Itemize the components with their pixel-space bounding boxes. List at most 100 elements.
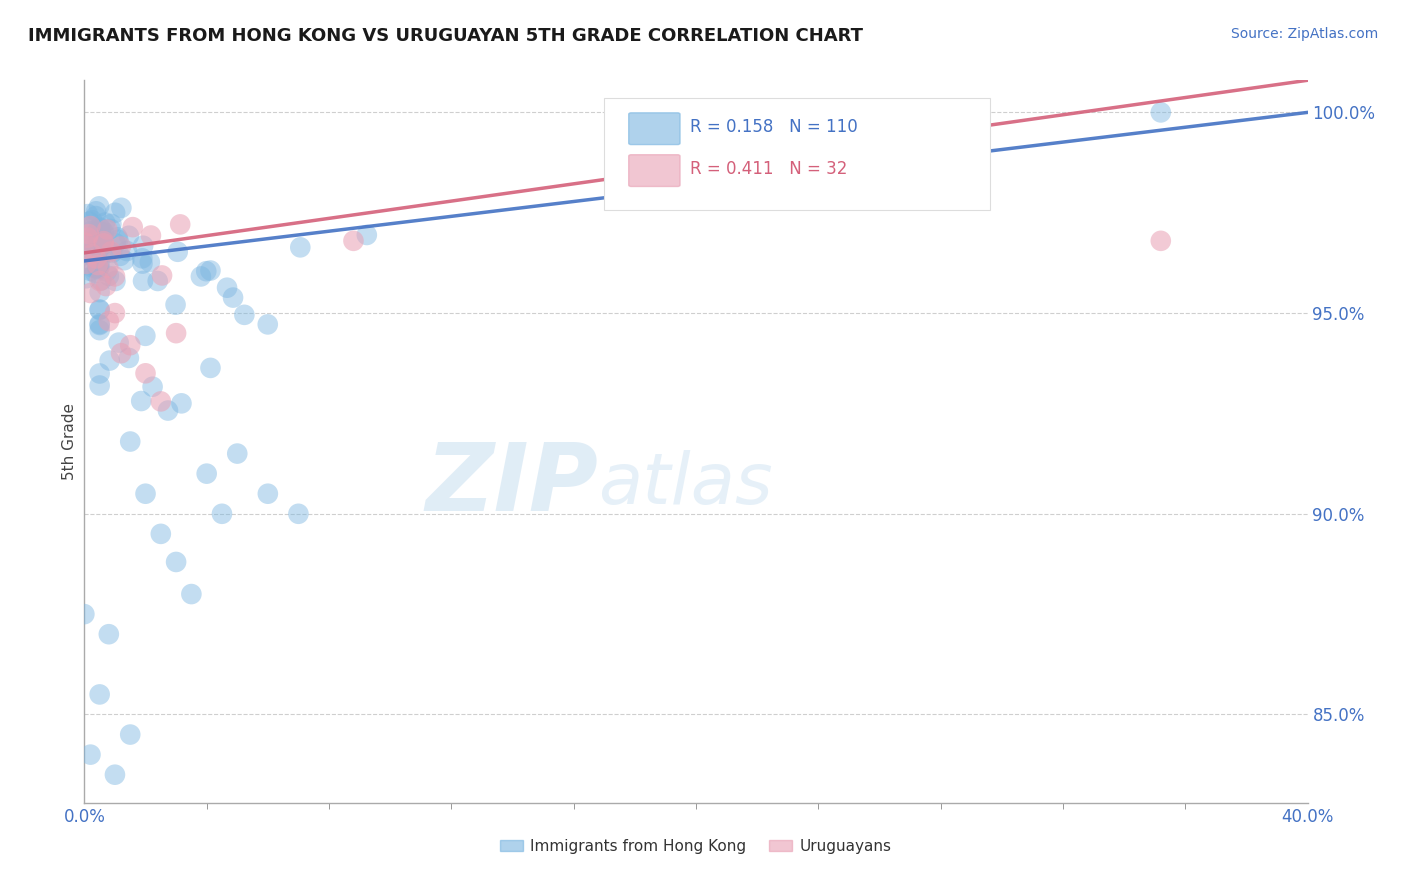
- Point: [112, 253, 135, 268]
- Point: [91, 247, 114, 261]
- Text: atlas: atlas: [598, 450, 773, 519]
- Point: [89, 285, 111, 300]
- Point: [89, 240, 111, 254]
- Point: [104, 274, 127, 288]
- Point: [91, 231, 114, 245]
- Point: [90, 225, 112, 239]
- Point: [86, 258, 108, 272]
- Point: [84, 266, 107, 280]
- Point: [107, 335, 129, 350]
- Point: [132, 238, 155, 252]
- Point: [84, 252, 107, 266]
- Point: [89, 302, 111, 317]
- Point: [89, 220, 111, 235]
- Point: [149, 526, 172, 541]
- Point: [110, 239, 132, 253]
- Point: [110, 201, 132, 215]
- Point: [97, 314, 120, 328]
- Point: [79, 245, 101, 260]
- Point: [165, 555, 187, 569]
- Point: [165, 298, 187, 312]
- Point: [89, 256, 111, 270]
- Point: [356, 227, 378, 242]
- Point: [93, 225, 115, 239]
- Point: [129, 394, 152, 409]
- Point: [134, 328, 156, 343]
- Point: [120, 434, 142, 449]
- Point: [96, 264, 118, 278]
- Point: [82, 247, 104, 261]
- Point: [100, 222, 122, 236]
- Point: [107, 230, 129, 244]
- Point: [80, 213, 103, 227]
- Point: [104, 236, 127, 251]
- Point: [104, 269, 127, 284]
- Point: [98, 353, 121, 368]
- Point: [89, 318, 111, 332]
- Point: [131, 257, 153, 271]
- Point: [142, 380, 165, 394]
- Text: R = 0.411   N = 32: R = 0.411 N = 32: [690, 161, 848, 178]
- FancyBboxPatch shape: [605, 98, 990, 211]
- Point: [89, 226, 111, 240]
- Point: [89, 378, 111, 392]
- Point: [139, 255, 162, 269]
- Point: [75, 271, 97, 285]
- Point: [75, 234, 97, 248]
- Point: [200, 263, 222, 277]
- Point: [98, 244, 121, 259]
- Point: [89, 317, 111, 331]
- Point: [97, 260, 120, 275]
- Point: [94, 215, 117, 229]
- Point: [135, 487, 157, 501]
- Point: [104, 768, 127, 782]
- Point: [94, 279, 117, 293]
- Legend: Immigrants from Hong Kong, Uruguayans: Immigrants from Hong Kong, Uruguayans: [494, 833, 898, 860]
- Point: [180, 587, 202, 601]
- Text: R = 0.158   N = 110: R = 0.158 N = 110: [690, 119, 858, 136]
- Point: [121, 220, 143, 235]
- Point: [170, 396, 193, 410]
- Point: [83, 234, 105, 248]
- Point: [84, 204, 107, 219]
- Text: Source: ZipAtlas.com: Source: ZipAtlas.com: [1230, 27, 1378, 41]
- Point: [169, 218, 191, 232]
- Point: [84, 209, 107, 223]
- Point: [226, 446, 249, 460]
- Point: [80, 224, 103, 238]
- Point: [89, 367, 111, 381]
- Point: [84, 227, 107, 241]
- Point: [97, 627, 120, 641]
- Point: [256, 318, 278, 332]
- Point: [87, 235, 110, 249]
- Point: [290, 240, 312, 254]
- Point: [257, 487, 280, 501]
- Point: [76, 207, 98, 221]
- Point: [195, 264, 218, 278]
- Y-axis label: 5th Grade: 5th Grade: [62, 403, 77, 480]
- Point: [166, 244, 188, 259]
- Point: [100, 244, 122, 259]
- Point: [211, 507, 233, 521]
- Point: [195, 467, 218, 481]
- Point: [200, 360, 222, 375]
- Point: [73, 248, 96, 262]
- Point: [165, 326, 187, 341]
- Point: [79, 747, 101, 762]
- Point: [233, 308, 256, 322]
- Point: [135, 367, 157, 381]
- Text: IMMIGRANTS FROM HONG KONG VS URUGUAYAN 5TH GRADE CORRELATION CHART: IMMIGRANTS FROM HONG KONG VS URUGUAYAN 5…: [28, 27, 863, 45]
- Point: [77, 227, 100, 242]
- Point: [118, 351, 141, 365]
- Point: [93, 236, 115, 251]
- FancyBboxPatch shape: [628, 112, 681, 145]
- Point: [87, 224, 110, 238]
- Point: [110, 346, 132, 360]
- Point: [104, 306, 127, 320]
- Point: [89, 323, 111, 337]
- Point: [75, 257, 97, 271]
- Point: [120, 338, 142, 352]
- Point: [86, 262, 108, 277]
- Point: [90, 273, 112, 287]
- Point: [90, 240, 112, 254]
